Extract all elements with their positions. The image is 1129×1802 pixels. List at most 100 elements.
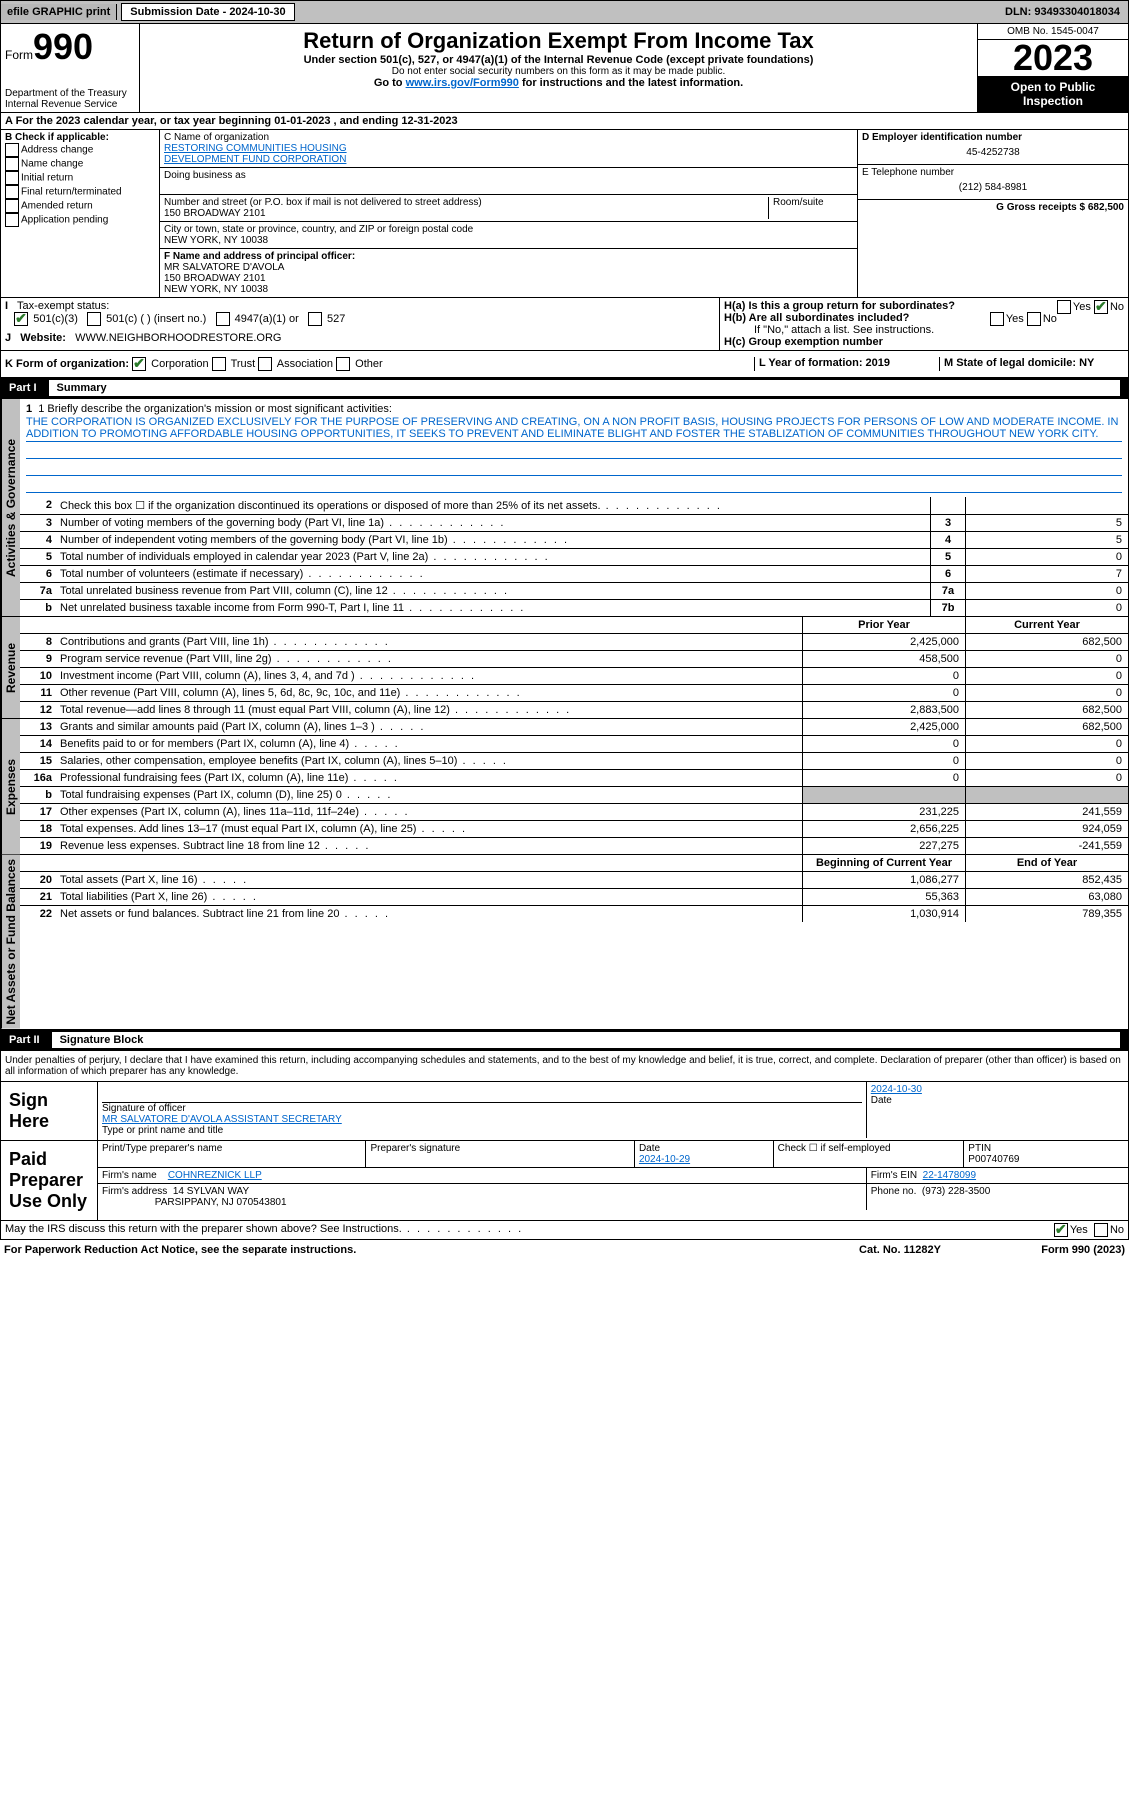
chk-pending[interactable] <box>5 213 19 227</box>
chk-initial[interactable] <box>5 171 19 185</box>
d-cell: D Employer identification number 45-4252… <box>858 130 1128 165</box>
form-number: Form990 <box>5 26 135 68</box>
row-c1: 6 <box>930 566 965 582</box>
ein-val: 45-4252738 <box>862 143 1124 162</box>
part1-header: Part I Summary <box>0 378 1129 399</box>
row-desc: Net unrelated business taxable income fr… <box>56 600 930 616</box>
prior-val: 227,275 <box>802 838 965 854</box>
lbl-amended: Amended return <box>21 201 93 212</box>
c-name-cell: C Name of organization RESTORING COMMUNI… <box>160 130 857 168</box>
current-val: 0 <box>965 753 1128 769</box>
chk-trust[interactable] <box>212 357 226 371</box>
row-a-taxyear: A For the 2023 calendar year, or tax yea… <box>0 113 1129 130</box>
sign-date: 2024-10-30 <box>871 1084 1124 1095</box>
lbl-pending: Application pending <box>21 215 108 226</box>
net-section: Net Assets or Fund Balances Beginning of… <box>1 854 1128 1029</box>
firm-ein-label: Firm's EIN <box>871 1170 917 1181</box>
pra-notice: For Paperwork Reduction Act Notice, see … <box>4 1244 825 1256</box>
row-desc: Salaries, other compensation, employee b… <box>56 753 802 769</box>
rev-hdr-n <box>20 617 56 633</box>
f-name: MR SALVATORE D'AVOLA <box>164 262 853 273</box>
submission-date: Submission Date - 2024-10-30 <box>121 3 294 21</box>
chk-ha-no[interactable] <box>1094 300 1108 314</box>
current-val: 682,500 <box>965 634 1128 650</box>
m-state: M State of legal domicile: NY <box>939 357 1124 371</box>
chk-assoc[interactable] <box>258 357 272 371</box>
chk-discuss-yes[interactable] <box>1054 1223 1068 1237</box>
discuss-yes: Yes <box>1070 1224 1088 1236</box>
chk-hb-yes[interactable] <box>990 312 1004 326</box>
prior-val: 0 <box>802 685 965 701</box>
row-desc: Net assets or fund balances. Subtract li… <box>56 906 802 922</box>
goto-link[interactable]: www.irs.gov/Form990 <box>406 77 519 89</box>
ptin-val: P00740769 <box>968 1154 1124 1165</box>
chk-corp[interactable] <box>132 357 146 371</box>
firm-addr-cell: Firm's address 14 SYLVAN WAY PARSIPPANY,… <box>98 1184 867 1210</box>
c-label: C Name of organization <box>164 132 853 143</box>
row-desc: Program service revenue (Part VIII, line… <box>56 651 802 667</box>
row-num: b <box>20 787 56 803</box>
e-cell: E Telephone number (212) 584-8981 <box>858 165 1128 200</box>
lbl-address-change: Address change <box>21 145 93 156</box>
lbl-yes: Yes <box>1073 301 1091 313</box>
row-num: 14 <box>20 736 56 752</box>
current-val: 0 <box>965 668 1128 684</box>
website-val: WWW.NEIGHBORHOODRESTORE.ORG <box>75 332 281 344</box>
chk-501c[interactable] <box>87 312 101 326</box>
row-num: 17 <box>20 804 56 820</box>
chk-address-change[interactable] <box>5 143 19 157</box>
chk-501c3[interactable] <box>14 312 28 326</box>
row-c1: 5 <box>930 549 965 565</box>
chk-other[interactable] <box>336 357 350 371</box>
officer-name: MR SALVATORE D'AVOLA ASSISTANT SECRETARY <box>102 1114 862 1125</box>
header-right: OMB No. 1545-0047 2023 Open to Public In… <box>977 24 1128 112</box>
table-row: 3 Number of voting members of the govern… <box>20 515 1128 532</box>
prior-val: 2,656,225 <box>802 821 965 837</box>
row-val: 5 <box>965 515 1128 531</box>
row-num: 5 <box>20 549 56 565</box>
row-num: 13 <box>20 719 56 735</box>
current-val: 924,059 <box>965 821 1128 837</box>
row-num: 22 <box>20 906 56 922</box>
left-ij: I Tax-exempt status: 501(c)(3) 501(c) ( … <box>1 298 720 350</box>
prep-sig-cell: Preparer's signature <box>366 1141 634 1167</box>
row-num: 19 <box>20 838 56 854</box>
goto-prefix: Go to <box>374 77 406 89</box>
prior-val: 2,883,500 <box>802 702 965 718</box>
org-name-1[interactable]: RESTORING COMMUNITIES HOUSING <box>164 143 853 154</box>
chk-527[interactable] <box>308 312 322 326</box>
sign-here: Sign Here Signature of officer MR SALVAT… <box>0 1082 1129 1141</box>
row-desc: Total revenue—add lines 8 through 11 (mu… <box>56 702 802 718</box>
website-label: Website: <box>20 332 66 344</box>
current-val: 682,500 <box>965 702 1128 718</box>
form-num: 990 <box>33 26 93 67</box>
discuss-q: May the IRS discuss this return with the… <box>5 1223 1054 1237</box>
prep-date: 2024-10-29 <box>639 1154 769 1165</box>
chk-amended[interactable] <box>5 199 19 213</box>
row-desc: Investment income (Part VIII, column (A)… <box>56 668 802 684</box>
discuss-row: May the IRS discuss this return with the… <box>0 1221 1129 1240</box>
table-row: 13 Grants and similar amounts paid (Part… <box>20 719 1128 736</box>
org-name-2[interactable]: DEVELOPMENT FUND CORPORATION <box>164 154 853 165</box>
begin-val: 1,086,277 <box>802 872 965 888</box>
chk-name-change[interactable] <box>5 157 19 171</box>
chk-hb-no[interactable] <box>1027 312 1041 326</box>
ha-row: H(a) Is this a group return for subordin… <box>724 300 1124 312</box>
paid-row-2: Firm's name COHNREZNICK LLP Firm's EIN 2… <box>98 1168 1128 1184</box>
lbl-4947: 4947(a)(1) or <box>235 313 299 325</box>
chk-4947[interactable] <box>216 312 230 326</box>
chk-discuss-no[interactable] <box>1094 1223 1108 1237</box>
hc-label: H(c) Group exemption number <box>724 336 883 348</box>
chk-final[interactable] <box>5 185 19 199</box>
table-row: 11 Other revenue (Part VIII, column (A),… <box>20 685 1128 702</box>
paid-content: Print/Type preparer's name Preparer's si… <box>98 1141 1128 1220</box>
table-row: 20 Total assets (Part X, line 16) 1,086,… <box>20 872 1128 889</box>
dln: DLN: 93493304018034 <box>997 4 1128 20</box>
header-left: Form990 Department of the Treasury Inter… <box>1 24 140 112</box>
row-desc: Total fundraising expenses (Part IX, col… <box>56 787 802 803</box>
type-print-label: Type or print name and title <box>102 1125 862 1136</box>
firm-addr1: 14 SYLVAN WAY <box>173 1186 249 1197</box>
prep-date-cell: Date 2024-10-29 <box>635 1141 774 1167</box>
chk-ha-yes[interactable] <box>1057 300 1071 314</box>
efile-label[interactable]: efile GRAPHIC print <box>1 4 117 20</box>
